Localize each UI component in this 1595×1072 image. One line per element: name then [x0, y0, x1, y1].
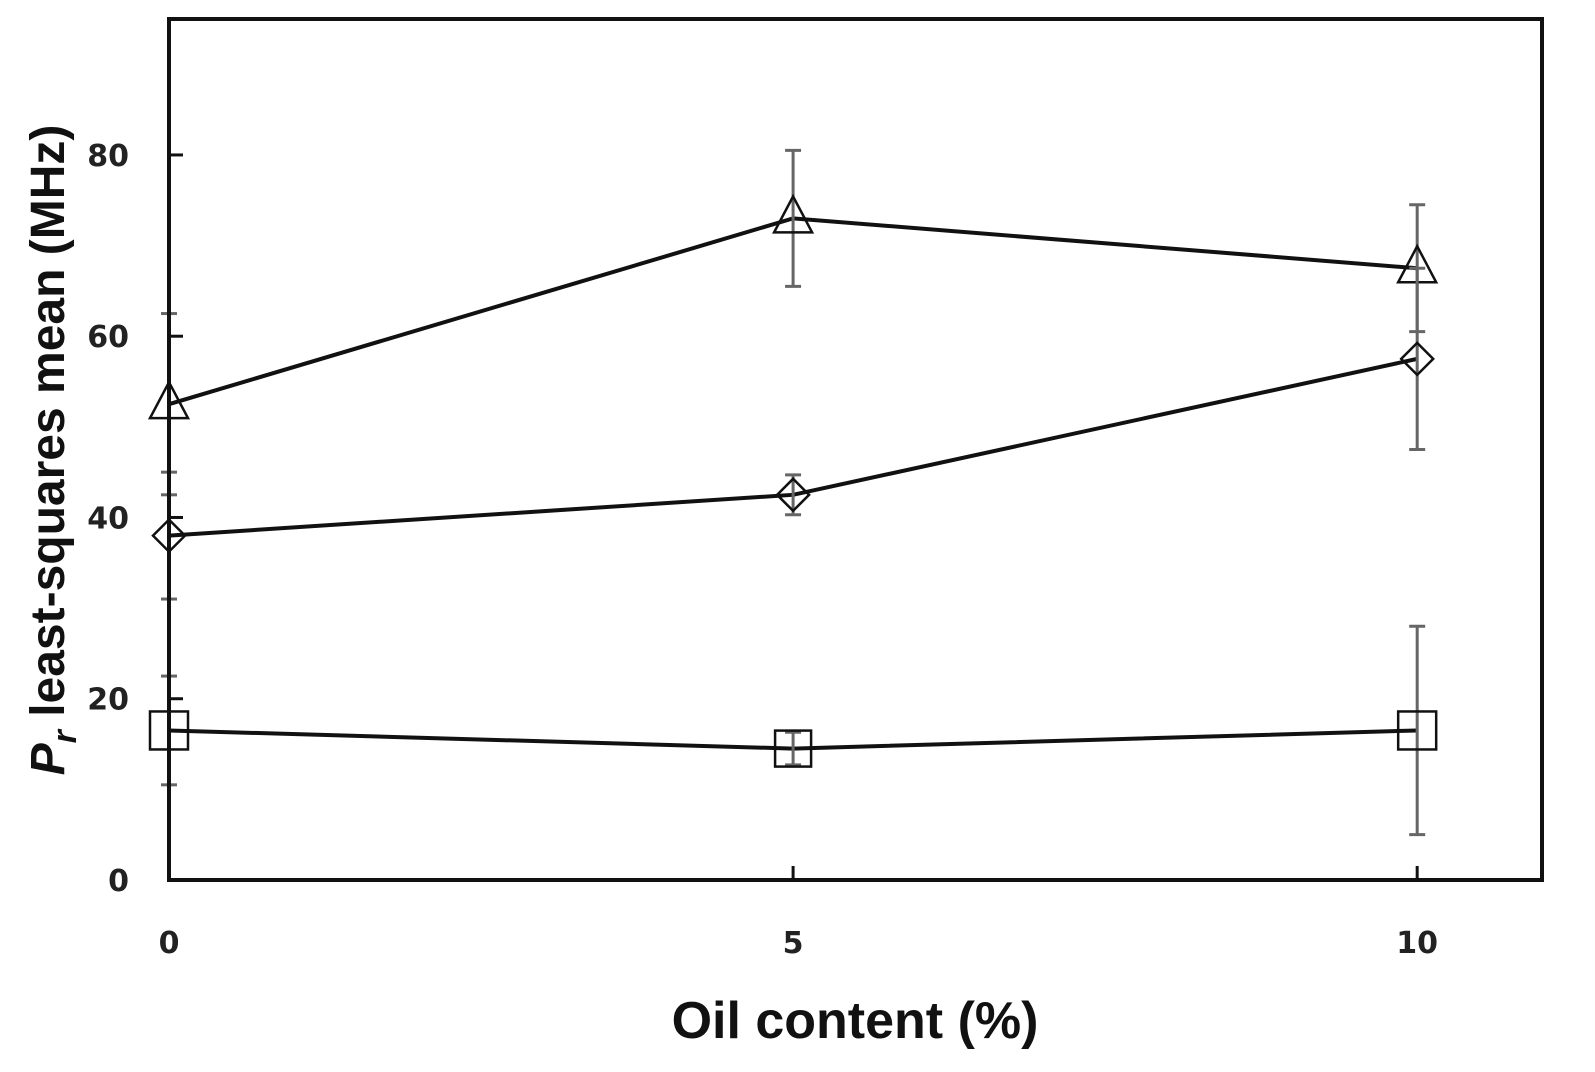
ticks-layer: 0 20 40 60 80 0 5 10 [87, 139, 1438, 961]
y-axis-subscript: r [46, 728, 84, 743]
square-marker [1396, 710, 1438, 751]
y-tick-label: 20 [87, 683, 129, 718]
y-tick-label: 80 [87, 139, 129, 174]
square-marker [773, 729, 813, 768]
y-axis-text: least-squares mean (MHz) [22, 125, 75, 731]
series-diamond [151, 266, 1435, 601]
y-tick-label: 60 [87, 320, 129, 355]
y-axis-title: Pr least-squares mean (MHz) [22, 125, 84, 776]
series-triangle [147, 148, 1439, 497]
x-tick-label: 10 [1396, 926, 1438, 961]
x-tick-label: 5 [783, 926, 804, 961]
series-layer [147, 148, 1439, 837]
x-tick-label: 0 [159, 926, 180, 961]
diamond-marker [775, 477, 811, 513]
y-tick-label: 40 [87, 501, 129, 536]
x-axis-title: Oil content (%) [672, 992, 1039, 1050]
y-tick-label: 0 [108, 864, 129, 899]
diamond-marker [1399, 341, 1435, 377]
plot-frame [167, 17, 1544, 882]
y-axis-symbol: P [22, 742, 75, 775]
series-square [148, 624, 1438, 837]
triangle-marker [772, 193, 815, 234]
